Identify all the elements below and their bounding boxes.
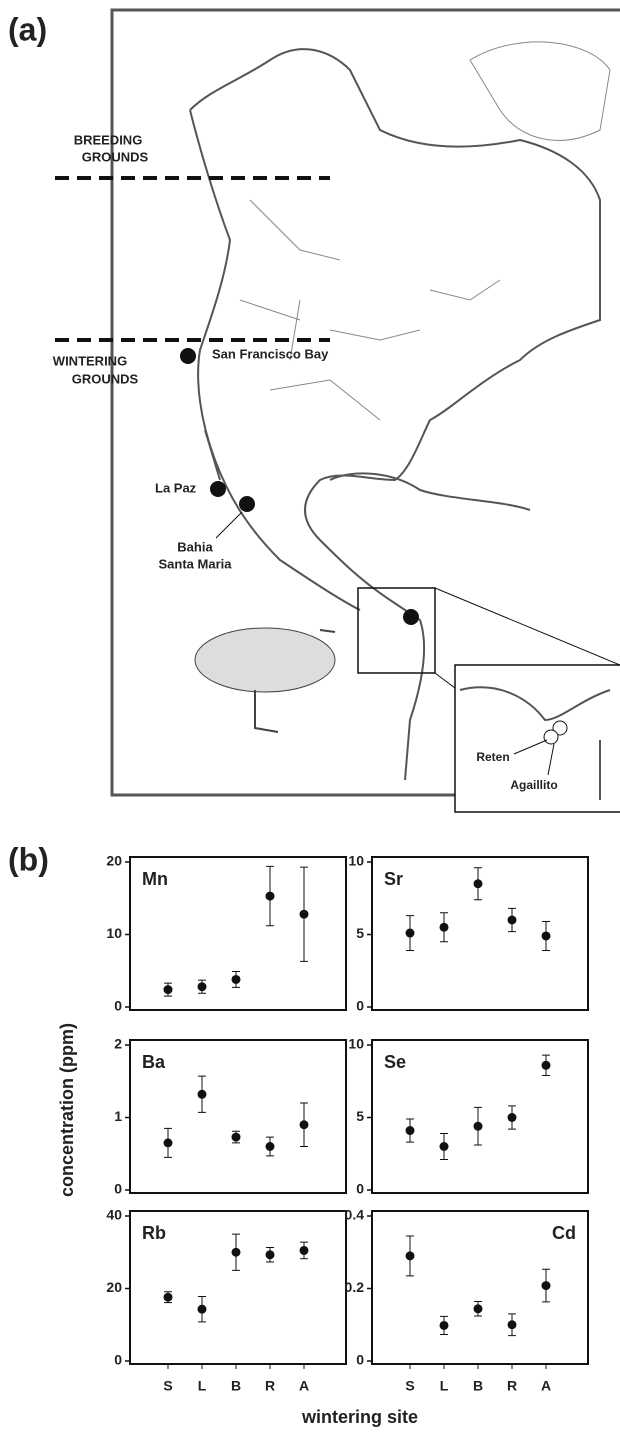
map-label: WINTERING [53, 353, 127, 368]
site-label: San Francisco Bay [212, 346, 329, 361]
site-dot [403, 609, 419, 625]
panel-label: (a) [8, 11, 47, 47]
site-label: Agaillito [510, 778, 557, 792]
x-tick-label: R [507, 1378, 517, 1394]
y-tick-label: 0 [114, 1181, 122, 1197]
point [474, 879, 483, 888]
point [198, 982, 207, 991]
chart-label: Cd [552, 1223, 576, 1243]
panel-label: (b) [8, 841, 49, 877]
figure: (a) (b) BREEDING GROUNDS WINTERING GROUN… [0, 0, 620, 1432]
y-tick-label: 0 [356, 1352, 364, 1368]
chart-label: Se [384, 1052, 406, 1072]
chart-label: Mn [142, 869, 168, 889]
site-label: Santa Maria [159, 556, 233, 571]
x-tick-label: L [440, 1378, 449, 1394]
point [440, 1321, 449, 1330]
y-tick-label: 20 [106, 853, 122, 869]
site-label: La Paz [155, 480, 197, 495]
site-label: Reten [476, 750, 509, 764]
chart-label: Sr [384, 869, 403, 889]
x-tick-label: S [405, 1378, 414, 1394]
point [300, 1120, 309, 1129]
y-tick-label: 0.2 [345, 1279, 365, 1295]
x-tick-label: R [265, 1378, 275, 1394]
y-tick-label: 20 [106, 1279, 122, 1295]
y-tick-label: 0 [114, 1352, 122, 1368]
coastline [205, 430, 530, 510]
point [198, 1305, 207, 1314]
x-axis-label: wintering site [301, 1407, 418, 1427]
leader [216, 512, 242, 538]
x-tick-label: L [198, 1378, 207, 1394]
point [300, 1246, 309, 1255]
y-tick-label: 5 [356, 1108, 364, 1124]
y-tick-label: 0 [356, 1181, 364, 1197]
x-tick-label: B [473, 1378, 483, 1394]
point [164, 1293, 173, 1302]
x-tick-label: A [541, 1378, 551, 1394]
point [406, 929, 415, 938]
y-tick-label: 1 [114, 1108, 122, 1124]
point [232, 1248, 241, 1257]
point [198, 1090, 207, 1099]
point [542, 1281, 551, 1290]
site-dot [210, 481, 226, 497]
y-tick-label: 0.4 [345, 1207, 365, 1223]
y-tick-label: 2 [114, 1036, 122, 1052]
site-dot [544, 730, 558, 744]
point [164, 1138, 173, 1147]
y-tick-label: 0 [114, 998, 122, 1014]
map: BREEDING GROUNDS WINTERING GROUNDS San F… [53, 10, 620, 812]
point [508, 916, 517, 925]
point [474, 1304, 483, 1313]
y-tick-label: 0 [356, 998, 364, 1014]
point [508, 1113, 517, 1122]
x-tick-label: B [231, 1378, 241, 1394]
y-axis-label: concentration (ppm) [57, 1023, 77, 1197]
site-dot [180, 348, 196, 364]
x-tick-label: S [163, 1378, 172, 1394]
point [266, 1250, 275, 1259]
bird [195, 628, 335, 692]
site-dot [239, 496, 255, 512]
point [542, 931, 551, 940]
y-tick-label: 40 [106, 1207, 122, 1223]
point [266, 1142, 275, 1151]
site-label: Bahia [177, 539, 213, 554]
point [232, 975, 241, 984]
point [232, 1133, 241, 1142]
greenland [470, 42, 610, 141]
y-tick-label: 10 [348, 1036, 364, 1052]
chart-label: Rb [142, 1223, 166, 1243]
point [406, 1251, 415, 1260]
map-label: GROUNDS [82, 149, 149, 164]
point [440, 1142, 449, 1151]
y-tick-label: 5 [356, 925, 364, 941]
point [474, 1122, 483, 1131]
point [266, 892, 275, 901]
map-label: BREEDING [74, 132, 143, 147]
point [508, 1320, 517, 1329]
y-tick-label: 10 [106, 925, 122, 941]
point [164, 985, 173, 994]
point [440, 923, 449, 932]
map-label: GROUNDS [72, 371, 139, 386]
rivers [240, 200, 500, 420]
point [542, 1061, 551, 1070]
x-tick-label: A [299, 1378, 309, 1394]
y-tick-label: 10 [348, 853, 364, 869]
point [300, 910, 309, 919]
point [406, 1126, 415, 1135]
chart-label: Ba [142, 1052, 166, 1072]
